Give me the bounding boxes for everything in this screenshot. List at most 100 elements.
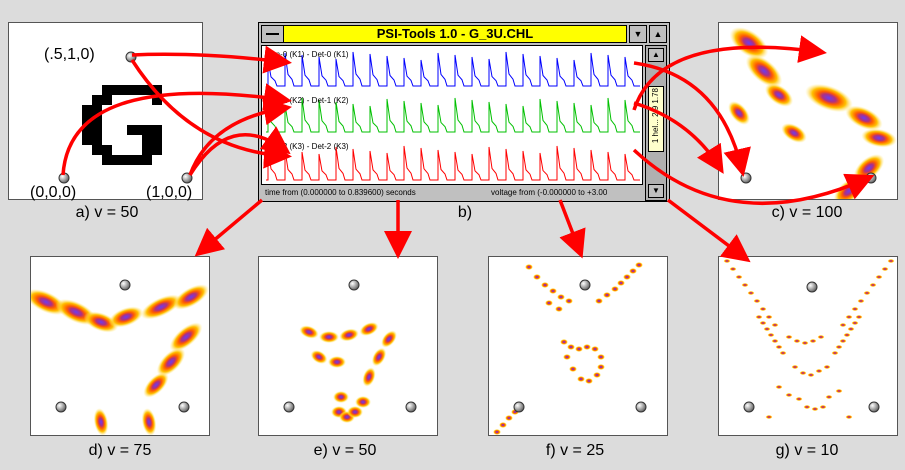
fblobs-dot [555, 306, 563, 312]
gblobs-dot [759, 321, 767, 325]
status-bar: time from (0.000000 to 0.839600) seconds… [261, 186, 643, 200]
caption-b: b) [457, 204, 473, 221]
fblobs-dot [563, 354, 571, 360]
caption-e: e) v = 50 [313, 442, 377, 459]
node-top-c [803, 46, 815, 58]
gblobs-dot [793, 339, 801, 343]
fblobs-dot [549, 288, 557, 294]
fblobs-dot [575, 346, 583, 352]
caption-c: c) v = 100 [771, 204, 843, 221]
system-menu-button[interactable] [262, 26, 284, 42]
gblobs-dot [759, 307, 767, 311]
gblobs-dot [785, 335, 793, 339]
channel-1-label: Gen-1 (K2) - Det-1 (K2) [265, 96, 349, 105]
psi-tools-window: PSI-Tools 1.0 - G_3U.CHL ▼ ▲ Gen-0 (K1) … [258, 22, 670, 202]
fblobs-dot [493, 429, 501, 435]
fblobs-dot [569, 366, 577, 372]
gblobs-dot [845, 415, 853, 419]
gblobs-dot [747, 291, 755, 295]
fblobs-dot [623, 274, 631, 280]
fblobs-dot [611, 286, 619, 292]
field-map-f [493, 262, 647, 435]
field-map-c [728, 27, 897, 199]
heat-blobs-d [31, 284, 209, 435]
channel-0-label: Gen-0 (K1) - Det-0 (K1) [265, 50, 349, 59]
gblobs-dot [823, 365, 831, 369]
gblobs-dot [791, 365, 799, 369]
panel-a-device [8, 22, 203, 200]
gblobs-dot [843, 333, 851, 337]
gblobs-dot [729, 267, 737, 271]
fblobs-dot [597, 364, 605, 370]
gblobs-dot [771, 323, 779, 327]
panel-e-field [258, 256, 438, 436]
signal-trace-1 [266, 97, 640, 133]
gblobs-dot [803, 405, 811, 409]
gblobs-dot [771, 339, 779, 343]
heat-blobs-e [299, 322, 397, 423]
gblobs-dot [763, 327, 771, 331]
fblobs-dot [597, 354, 605, 360]
corner-right-label: (1,0,0) [146, 184, 193, 201]
arrow-b-to-d [194, 198, 264, 257]
dropdown-button[interactable]: ▼ [629, 25, 647, 43]
fblobs-dot [635, 262, 643, 268]
node-top [125, 51, 137, 63]
fblobs-dot [629, 268, 637, 274]
gblobs-dot [741, 283, 749, 287]
fblobs-dot [565, 298, 573, 304]
gblobs-dot [809, 339, 817, 343]
gblobs-dot [835, 389, 843, 393]
heat-blobs-f [493, 262, 643, 435]
gblobs-dot [755, 315, 763, 319]
caption-a: a) v = 50 [75, 204, 139, 221]
node-left [58, 172, 70, 184]
gblobs-dot [825, 395, 833, 399]
gblobs-dot [831, 351, 839, 355]
fblobs-dot [593, 372, 601, 378]
gblobs-dot [799, 371, 807, 375]
field-map-e [283, 279, 417, 423]
panel-c-field [718, 22, 898, 200]
gblobs-dot [819, 405, 827, 409]
scroll-down-button[interactable]: ▼ [648, 184, 664, 198]
node-left-c [740, 172, 752, 184]
gblobs-dot [847, 327, 855, 331]
arrow-b-to-f [558, 199, 586, 259]
window-title: PSI-Tools 1.0 - G_3U.CHL [376, 26, 534, 41]
fblobs-dot [603, 292, 611, 298]
gblobs-dot [869, 283, 877, 287]
maximize-button[interactable]: ▲ [649, 25, 667, 43]
signal-plot: Gen-0 (K1) - Det-0 (K1) Gen-1 (K2) - Det… [261, 45, 643, 185]
gblobs-dot [795, 397, 803, 401]
gblobs-dot [875, 275, 883, 279]
gblobs-dot [765, 415, 773, 419]
fblobs-dot [499, 422, 507, 428]
fblobs-dot [577, 376, 585, 382]
gblobs-dot [807, 373, 815, 377]
field-map-g [723, 259, 895, 419]
gblobs-dot [775, 385, 783, 389]
node-right [181, 172, 193, 184]
gblobs-dot [845, 315, 853, 319]
scroll-up-button[interactable]: ▲ [648, 48, 664, 62]
caption-g: g) v = 10 [775, 442, 839, 459]
panel-g-field [718, 256, 898, 436]
node-right-c [865, 172, 877, 184]
status-voltage: voltage from (-0.000000 to +3.00 [491, 188, 608, 197]
fblobs-dot [591, 346, 599, 352]
signal-trace-0 [266, 51, 640, 87]
gblobs-dot [851, 321, 859, 325]
scroll-thumb[interactable]: 1 hel... 2.9 1.78 [648, 86, 664, 152]
gblobs-dot [839, 339, 847, 343]
gblobs-dot [815, 369, 823, 373]
gblobs-dot [887, 259, 895, 263]
fblobs-dot [525, 264, 533, 270]
gblobs-dot [835, 345, 843, 349]
vertical-scrollbar[interactable]: ▲ 1 hel... 2.9 1.78 ▼ [645, 45, 667, 201]
panel-f-field [488, 256, 668, 436]
gblobs-dot [735, 275, 743, 279]
gblobs-dot [765, 315, 773, 319]
caption-f: f) v = 25 [545, 442, 605, 459]
gblobs-dot [857, 299, 865, 303]
